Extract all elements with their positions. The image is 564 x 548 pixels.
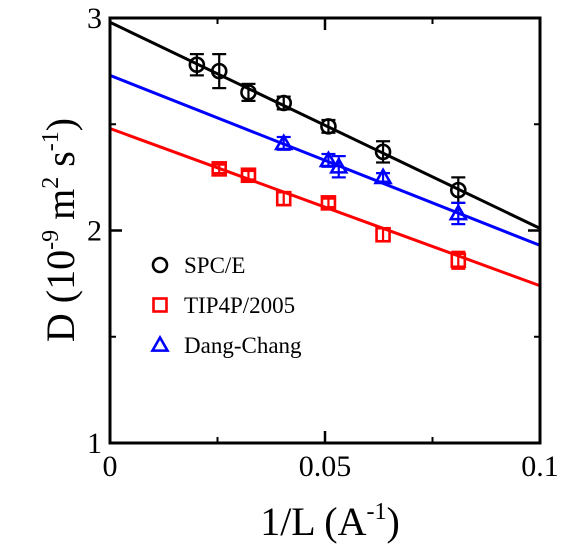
- data-point-tip4p-2005: [211, 161, 228, 177]
- data-point-tip4p-2005: [275, 190, 292, 207]
- legend-label-tip4p-2005: TIP4P/2005: [184, 293, 295, 318]
- error-bar: [241, 169, 256, 181]
- error-bars: [189, 53, 466, 270]
- data-point-spc-e: [449, 181, 467, 199]
- data-point-tip4p-2005: [320, 195, 337, 211]
- data-point-dang-chang: [448, 203, 469, 221]
- data-point-spc-e: [210, 62, 228, 80]
- plot-frame: [108, 16, 542, 445]
- error-bar: [321, 197, 336, 209]
- data-point-spc-e: [240, 84, 257, 101]
- y-axis-title: D (10-9 m2 s-1): [38, 118, 83, 342]
- data-point-tip4p-2005: [240, 167, 257, 184]
- legend-label-dang-chang: Dang-Chang: [184, 333, 302, 358]
- error-bar: [376, 172, 391, 183]
- data-point-dang-chang: [273, 133, 294, 151]
- x-tick-label: 0.1: [521, 450, 559, 483]
- data-point-tip4p-2005: [450, 252, 467, 269]
- error-bar: [241, 82, 256, 102]
- data-point-dang-chang: [373, 167, 393, 185]
- plot-border: [108, 16, 542, 445]
- x-tick-label: 0.05: [299, 450, 352, 483]
- data-point-spc-e: [275, 94, 293, 112]
- axis-ticks: 0 0.05 0.1 1 2 3: [87, 2, 559, 483]
- y-tick-label: 2: [87, 215, 102, 248]
- y-tick-label: 3: [87, 2, 102, 35]
- fit-line-spc-e: [109, 20, 541, 230]
- data-point-spc-e: [320, 118, 337, 135]
- data-point-tip4p-2005: [375, 226, 391, 243]
- legend-label-spc-e: SPC/E: [184, 253, 245, 278]
- legend-marker-spc-e: [151, 256, 169, 274]
- error-bar: [212, 163, 227, 175]
- data-markers: [188, 56, 469, 269]
- x-axis-title: 1/L (A-1): [260, 499, 400, 544]
- legend-marker-tip4p-2005: [152, 297, 168, 313]
- y-tick-label: 1: [87, 427, 102, 460]
- error-bar: [212, 53, 227, 90]
- legend-marker-dang-chang: [150, 334, 170, 352]
- data-point-dang-chang: [329, 156, 349, 174]
- data-point-spc-e: [374, 143, 392, 161]
- x-tick-label: 0: [103, 450, 118, 483]
- legend: SPC/E TIP4P/2005 Dang-Chang: [150, 253, 302, 358]
- data-point-spc-e: [188, 56, 206, 74]
- data-point-dang-chang: [318, 150, 339, 168]
